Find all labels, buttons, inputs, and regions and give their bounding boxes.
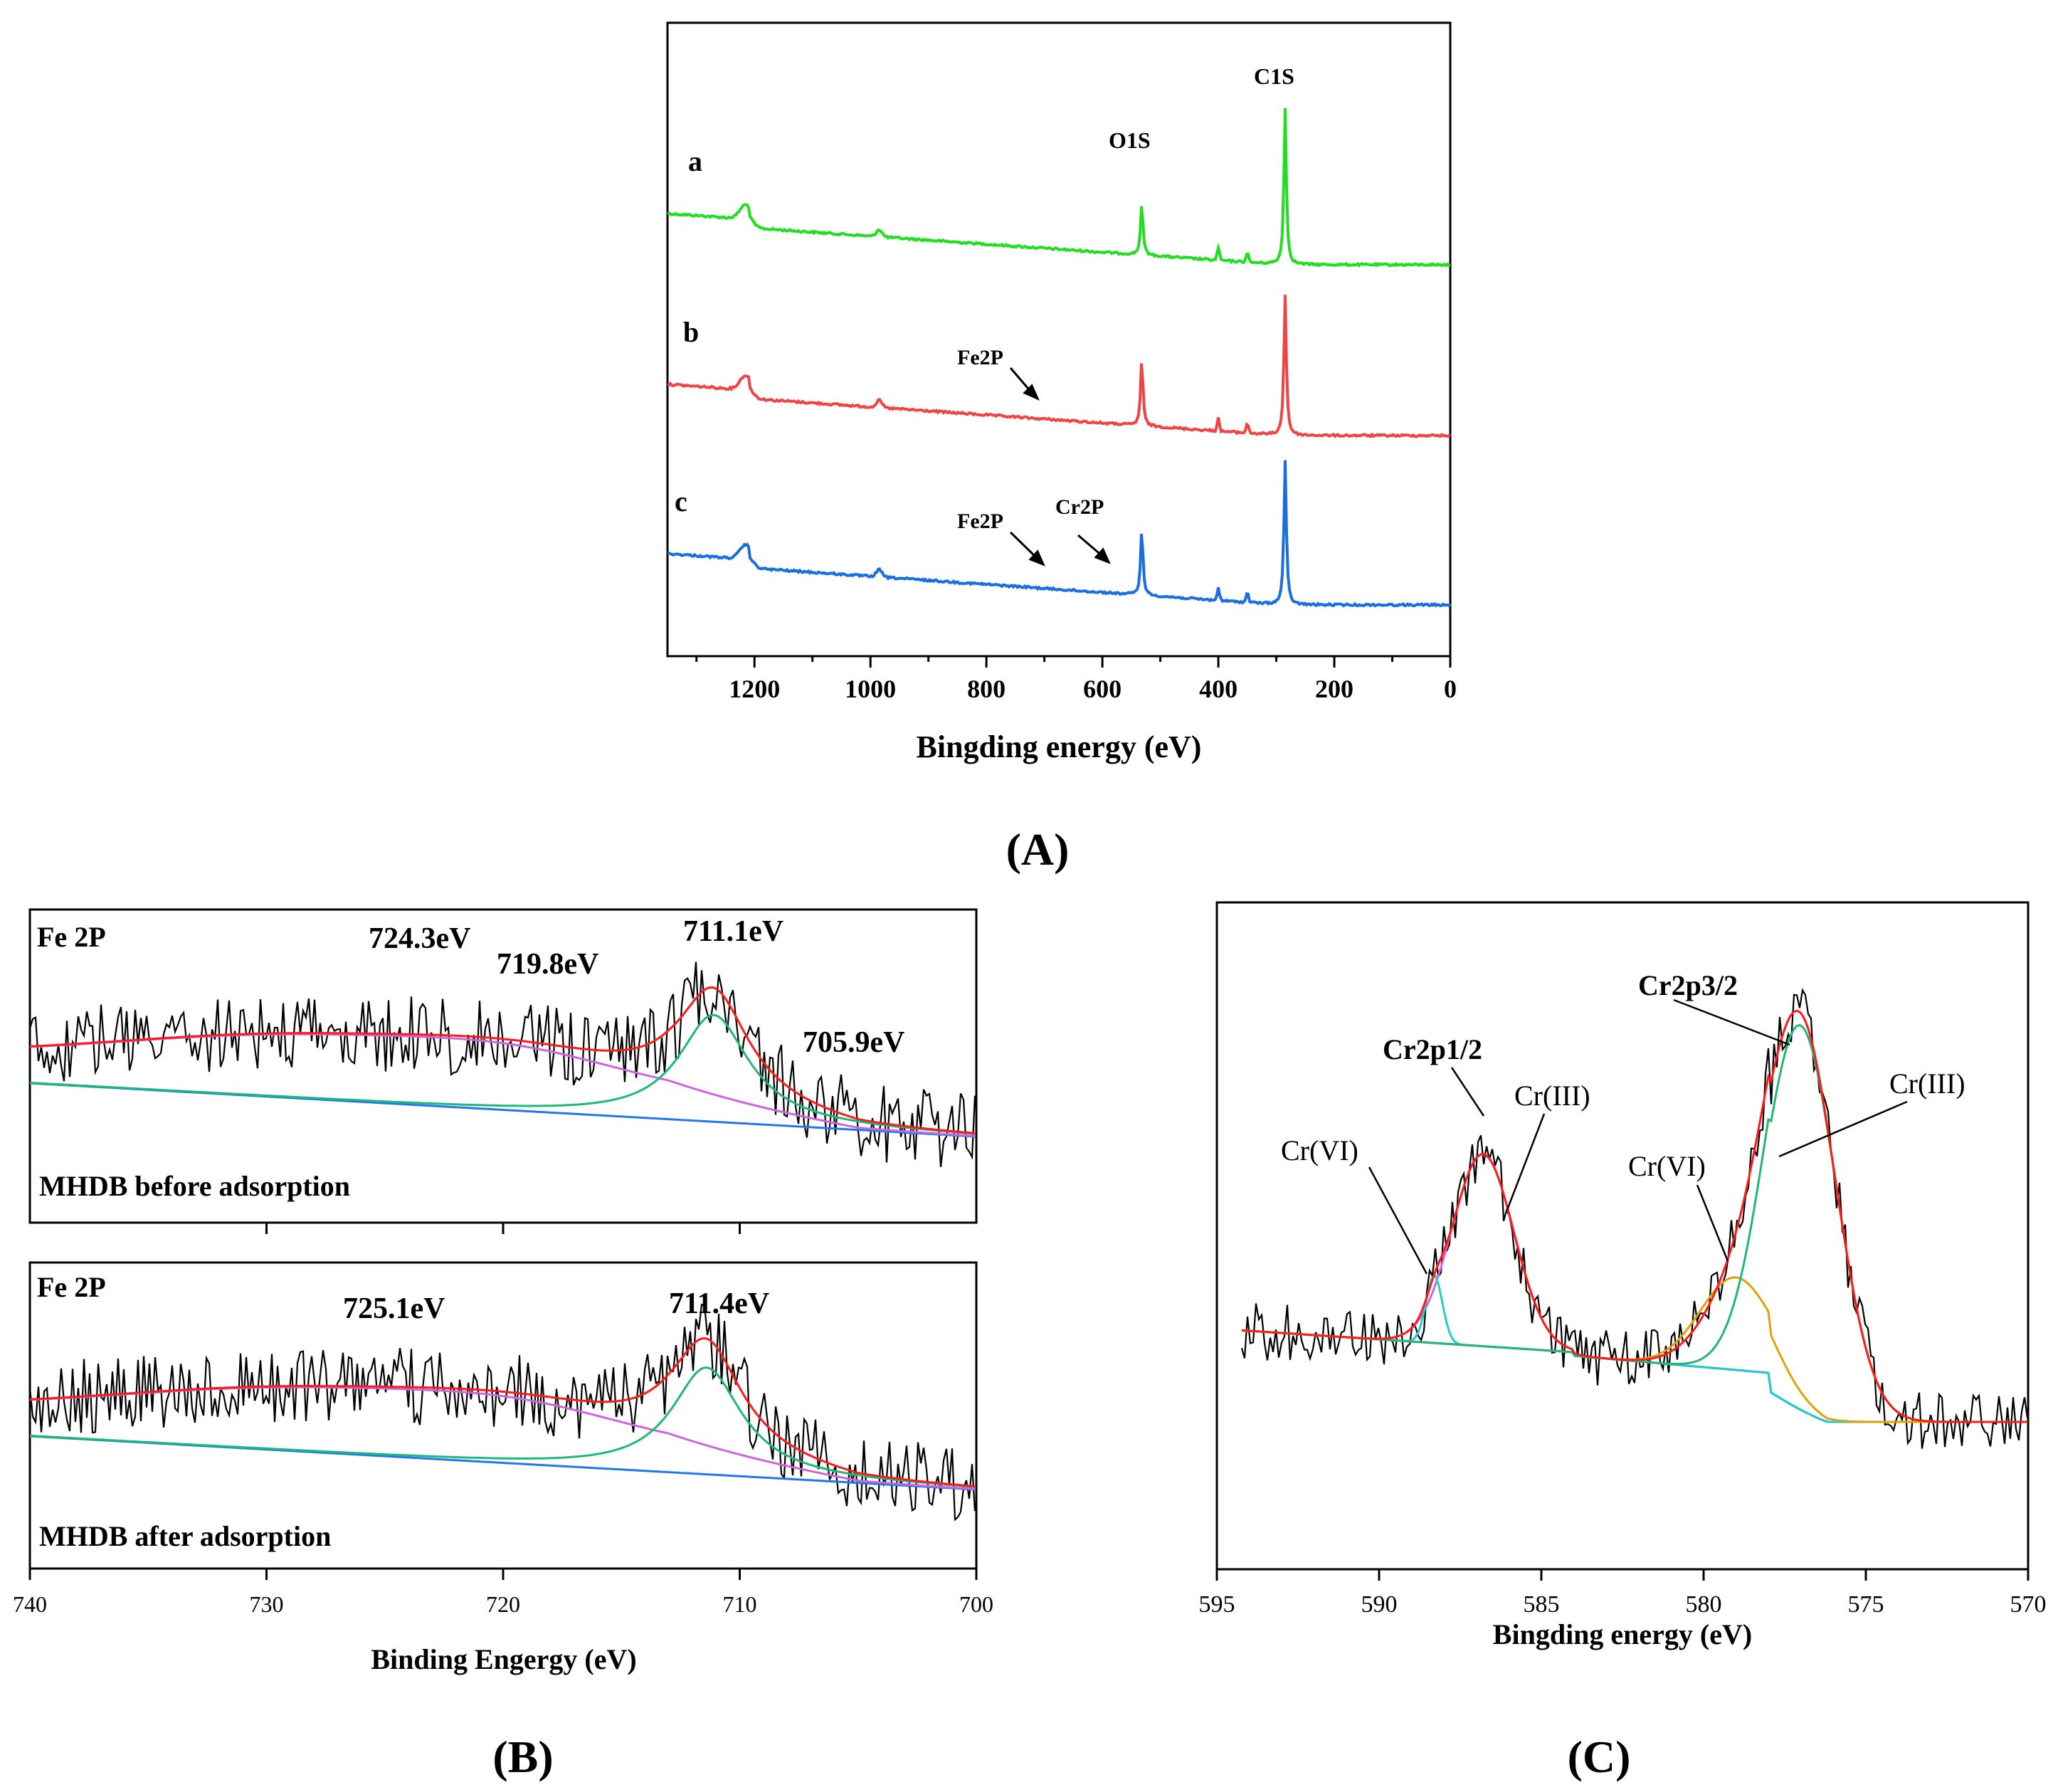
c-leader-lines xyxy=(1368,998,1908,1275)
panel-a: 1200 1000 800 600 400 200 0 a b c C1S O1S Fe2P… xyxy=(666,21,1457,875)
c-label-cr2p32: Cr2p3/2 xyxy=(1638,969,1738,1001)
c-label-crvi-2: Cr(VI) xyxy=(1628,1150,1706,1182)
panel-a-caption: (A) xyxy=(1006,824,1070,875)
panel-c-caption: (C) xyxy=(1568,1732,1631,1782)
c-label-criii-2: Cr(III) xyxy=(1889,1068,1965,1100)
c-tick-label-575: 575 xyxy=(1848,1591,1884,1618)
annotation-fe2p-c: Fe2P xyxy=(957,510,1003,533)
x-tick-label-0: 0 xyxy=(1444,675,1457,703)
b-bottom-sample-label: MHDB after adsorption xyxy=(39,1520,331,1552)
panel-b-bottom-curves xyxy=(28,1303,976,1522)
panel-c: 595 590 585 580 575 570 Cr2p3/2 Cr2p1/2 Cr(II… xyxy=(1199,901,2047,1782)
c-label-cr2p12: Cr2p1/2 xyxy=(1383,1033,1482,1065)
c-tick-label-595: 595 xyxy=(1199,1591,1235,1618)
c-tick-label-585: 585 xyxy=(1524,1591,1560,1618)
b-tick-label-720: 720 xyxy=(486,1591,520,1617)
annotation-c1s: C1S xyxy=(1254,63,1294,89)
b-bottom-fit-main xyxy=(29,1366,976,1488)
series-a-label: a xyxy=(688,145,702,177)
b-tick-label-740: 740 xyxy=(13,1591,47,1617)
panel-b-x-axis-title: Binding Engergy (eV) xyxy=(371,1643,636,1675)
c-label-criii-1: Cr(III) xyxy=(1514,1080,1590,1112)
panel-c-curves xyxy=(1240,988,2029,1449)
x-tick-label-800: 800 xyxy=(967,675,1006,703)
b-tick-label-730: 730 xyxy=(250,1591,284,1617)
panel-b-caption: (B) xyxy=(492,1732,553,1782)
x-tick-label-1000: 1000 xyxy=(845,675,896,703)
panel-b-x-tick-labels: 740 730 720 710 700 xyxy=(13,1591,993,1617)
b-bottom-peak-711: 711.4eV xyxy=(669,1287,769,1320)
b-tick-label-710: 710 xyxy=(723,1591,757,1617)
annotation-cr2p-c: Cr2P xyxy=(1055,495,1104,519)
b-top-peak-705: 705.9eV xyxy=(803,1026,904,1059)
x-tick-label-200: 200 xyxy=(1315,675,1353,703)
c-label-crvi-1: Cr(VI) xyxy=(1281,1134,1358,1166)
panel-c-x-tick-labels: 595 590 585 580 575 570 xyxy=(1199,1591,2047,1618)
series-a-line xyxy=(667,107,1451,268)
x-tick-label-1200: 1200 xyxy=(729,675,780,703)
panel-a-x-ticks xyxy=(695,656,1452,668)
panel-a-x-axis-title: Bingding energy (eV) xyxy=(917,729,1202,764)
c-tick-label-580: 580 xyxy=(1686,1591,1722,1618)
annotation-o1s: O1S xyxy=(1109,127,1151,153)
c-tick-label-590: 590 xyxy=(1361,1591,1398,1618)
series-c-label: c xyxy=(675,485,687,517)
series-b-label: b xyxy=(683,316,699,348)
panel-b-bottom-ticks xyxy=(28,1569,978,1580)
b-top-fit-main xyxy=(29,1013,976,1135)
series-b-line xyxy=(667,295,1452,438)
panel-b-top-curves xyxy=(28,961,976,1167)
panel-c-frame xyxy=(1215,901,2030,1571)
b-bottom-peak-725: 725.1eV xyxy=(343,1292,445,1325)
b-tick-label-700: 700 xyxy=(959,1591,993,1617)
b-top-element-label: Fe 2P xyxy=(37,921,106,953)
panel-b: 740 730 720 710 700 Fe 2P MHDB before adsorp… xyxy=(13,908,993,1782)
annotation-arrows xyxy=(1009,367,1111,566)
x-tick-label-400: 400 xyxy=(1199,675,1237,703)
c-raw-data xyxy=(1240,988,2029,1449)
b-top-sample-label: MHDB before adsorption xyxy=(39,1170,350,1202)
annotation-fe2p-b: Fe2P xyxy=(957,346,1003,369)
b-bottom-fit-envelope xyxy=(29,1337,976,1487)
b-top-peak-724: 724.3eV xyxy=(369,922,470,955)
b-top-peak-711: 711.1eV xyxy=(683,915,783,948)
panel-b-top-ticks xyxy=(265,1223,741,1234)
b-top-raw-data xyxy=(28,961,976,1167)
c-tick-label-570: 570 xyxy=(2010,1591,2047,1618)
b-bottom-element-label: Fe 2P xyxy=(37,1271,106,1303)
panel-a-frame xyxy=(666,21,1452,658)
panel-c-x-axis-title: Bingding energy (eV) xyxy=(1493,1618,1752,1650)
panel-a-x-tick-labels: 1200 1000 800 600 400 200 0 xyxy=(729,675,1457,703)
series-c-line xyxy=(667,460,1452,608)
panel-c-x-ticks xyxy=(1215,1569,2030,1581)
c-fit-envelope xyxy=(1241,1009,2027,1423)
b-bottom-raw-data xyxy=(28,1303,976,1522)
b-top-peak-719: 719.8eV xyxy=(497,948,598,981)
x-tick-label-600: 600 xyxy=(1083,675,1122,703)
b-top-fit-envelope xyxy=(29,986,976,1134)
